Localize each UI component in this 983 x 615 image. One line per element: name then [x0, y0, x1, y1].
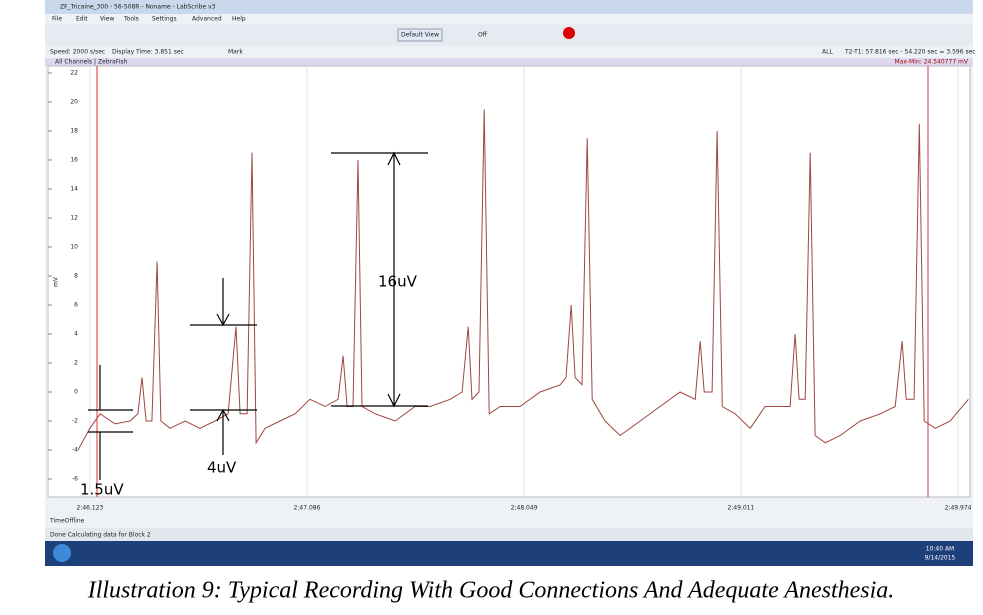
- y-tick-label: -6: [72, 476, 78, 483]
- y-tick-label: 2: [74, 360, 78, 367]
- display-time: Display Time: 3.851 sec: [112, 49, 184, 56]
- window-title: ZF_Tricaine_300 - 56-508R - Noname - Lab…: [60, 4, 216, 11]
- y-tick-label: 20: [70, 98, 78, 105]
- x-tick-label: 2:49.974: [945, 505, 972, 512]
- start-button[interactable]: [53, 544, 71, 562]
- title-bar: [45, 0, 973, 14]
- record-button[interactable]: [563, 27, 575, 39]
- y-tick-label: 8: [74, 272, 78, 279]
- channel-bar: [45, 58, 973, 66]
- y-tick-label: -2: [72, 418, 78, 425]
- status: Done Calculating data for Block 2: [50, 532, 151, 539]
- clock-date: 9/14/2015: [925, 555, 956, 562]
- annotation: 1.5uV: [80, 481, 124, 499]
- taskbar: [45, 541, 973, 566]
- toggle-label[interactable]: Off: [478, 32, 488, 39]
- menu-item[interactable]: Settings: [152, 16, 177, 23]
- menu-item[interactable]: Tools: [123, 16, 139, 23]
- menu-item[interactable]: Help: [232, 16, 246, 23]
- y-axis-label: mV: [53, 276, 60, 287]
- x-tick-label: 2:48.049: [511, 505, 538, 512]
- max-min: Max-Min: 24.540777 mV: [895, 59, 969, 66]
- annotation-lines: [88, 151, 428, 480]
- menu-item[interactable]: File: [52, 16, 62, 23]
- y-tick-label: 22: [70, 69, 78, 76]
- clock-time: 10:40 AM: [926, 546, 954, 553]
- y-tick-label: 16: [70, 156, 78, 163]
- default-view-button[interactable]: [397, 28, 443, 42]
- all: ALL: [822, 49, 833, 56]
- status-bar: [45, 528, 973, 541]
- cursor-readout: T2-T1: 57.816 sec - 54.220 sec = 3.596 s…: [844, 49, 976, 56]
- toolbar: [45, 24, 973, 46]
- channel-name: All Channels | ZebraFish: [55, 59, 128, 66]
- x-tick-label: 2:47.086: [294, 505, 321, 512]
- y-tick-label: 14: [70, 185, 78, 192]
- ecg-trace: [77, 109, 969, 451]
- default-view-label: Default View: [401, 32, 439, 39]
- menu-item[interactable]: View: [100, 16, 114, 23]
- y-tick-label: -4: [72, 447, 78, 454]
- menu-item[interactable]: Edit: [76, 16, 88, 23]
- annotation: 16uV: [378, 273, 418, 291]
- y-tick-label: 10: [70, 243, 78, 250]
- time-mode[interactable]: TimeOffline: [49, 518, 85, 525]
- caption: Illustration 9: Typical Recording With G…: [87, 578, 895, 604]
- y-tick-label: 0: [74, 389, 78, 396]
- y-tick-label: 4: [74, 330, 78, 337]
- y-tick-label: 6: [74, 301, 78, 308]
- x-tick-label: 2:46.123: [77, 505, 104, 512]
- x-tick-label: 2:49.011: [728, 505, 755, 512]
- menu-item[interactable]: Advanced: [192, 16, 222, 23]
- mark[interactable]: Mark: [228, 49, 243, 56]
- y-tick-label: 12: [70, 214, 78, 221]
- plot-area: [47, 65, 971, 498]
- annotation: 4uV: [207, 459, 237, 477]
- y-tick-label: 18: [70, 127, 78, 134]
- speed: Speed: 2000 s/sec: [50, 49, 105, 56]
